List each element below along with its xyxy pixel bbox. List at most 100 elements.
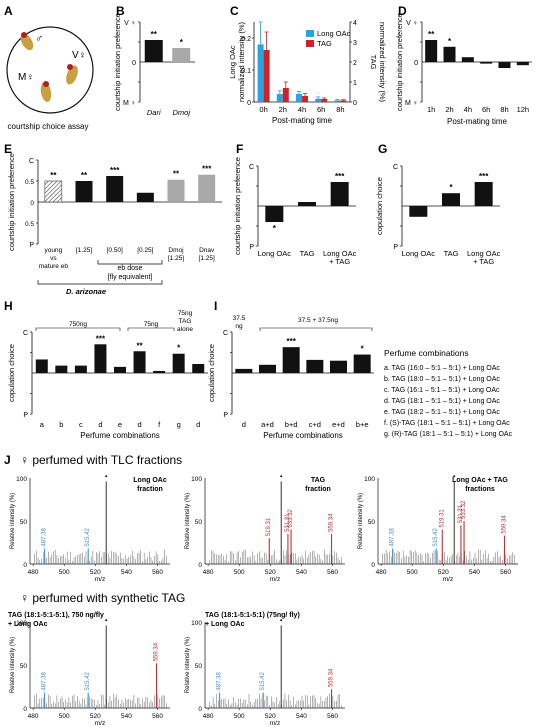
bar-long-oac [257, 44, 264, 102]
y-axis-label: Relative intensity (%) [185, 493, 191, 549]
significance-label: *** [96, 334, 106, 343]
x-axis-label: Post-mating time [447, 117, 508, 126]
bar [106, 175, 124, 202]
panel-letter: F [236, 142, 243, 156]
x-tick-label: 520 [90, 569, 101, 576]
panel-e: D. arizonae eb dose [fly equivalent] C P 0… [7, 153, 222, 296]
bar [235, 368, 253, 373]
row-title: ♀ perfumed with TLC fractions [20, 453, 182, 467]
x-axis-label: m/z [95, 720, 105, 727]
y-tick-label: 50 [20, 663, 28, 670]
x-tick-label: 540 [121, 713, 132, 720]
bracket-pair [259, 327, 373, 331]
x-tick-label: 1h [427, 105, 435, 114]
x-tick-label: Dnav [199, 247, 215, 254]
base-peak-dot-icon [280, 475, 283, 478]
bracket-label: 75ng [144, 321, 159, 328]
y-tick-label: 100 [16, 476, 27, 483]
x-tick-label: Long OAc [467, 249, 501, 258]
x-tick-label: 540 [296, 569, 307, 576]
bar [74, 365, 87, 373]
legend-item: b. TAG (18:0 – 5:1 – 5:1) + Long OAc [384, 376, 500, 383]
y-tick-label: 0 [23, 706, 27, 713]
y-tick-label: 50 [20, 519, 28, 526]
legend-swatch [306, 40, 314, 47]
x-tick-label: 8h [500, 105, 508, 114]
bracket-label: TAG [179, 318, 192, 325]
bar [94, 344, 107, 373]
dose-bracket [97, 260, 163, 265]
x-tick-label: Long OAc [258, 249, 292, 258]
x-tick-label: b+d [285, 420, 298, 429]
x-tick-label: 560 [327, 569, 338, 576]
peak-label: 559.34 [154, 642, 160, 661]
x-tick-label: c+d [309, 420, 321, 429]
x-tick-label: 520 [265, 713, 276, 720]
bar-long-oac [315, 98, 322, 102]
base-peak-dot-icon [105, 619, 108, 622]
y-axis-label: Relative intensity (%) [10, 493, 16, 549]
x-axis-label: m/z [443, 576, 453, 583]
y-tick-label: C [29, 158, 34, 165]
bracket-label: 37.5 [233, 315, 246, 322]
y-tick-label: 2 [353, 60, 357, 67]
x-tick-label: Dmoj [168, 247, 183, 254]
x-tick-label: 2h [445, 105, 453, 114]
y-tick-label: 0 [23, 562, 27, 569]
legend-item: d. TAG (18:1 – 5:1 – 5:1) + Long OAc [384, 398, 500, 405]
y-axis-label: Relative intensity (%) [358, 493, 364, 549]
spectrum-title: TAG [311, 477, 326, 484]
significance-label: * [361, 345, 365, 354]
bar [133, 351, 146, 373]
panel-letter: I [214, 299, 217, 313]
bar [298, 202, 316, 206]
x-tick-label: 6h [317, 105, 325, 114]
y-axis-label-right: TAG [369, 55, 378, 70]
x-tick-label: c [79, 420, 83, 429]
y-tick-label: 100 [191, 476, 202, 483]
significance-label: * [180, 38, 184, 47]
peak-label: 559.34 [329, 513, 335, 532]
y-axis-label: Relative intensity (%) [185, 637, 191, 693]
bracket-label: 75ng [178, 310, 193, 317]
bar [114, 366, 126, 373]
significance-label: ** [50, 171, 57, 180]
x-tick-label: b+e [356, 420, 369, 429]
bar [282, 347, 300, 373]
x-tick-label: 0h [259, 105, 267, 114]
significance-label: *** [110, 166, 120, 175]
bar [425, 40, 438, 62]
y-axis-label: normalized intensity (%) [237, 21, 246, 102]
peak-label: 559.34 [502, 515, 508, 534]
peak-label: 519.31 [439, 509, 445, 528]
x-tick-label: 500 [407, 569, 418, 576]
x-tick-label: 12h [517, 105, 530, 114]
y-tick-label: V ♀ [406, 20, 418, 27]
x-tick-label: 500 [59, 569, 70, 576]
x-tick-label: TAG [444, 249, 459, 258]
dose-label: [fly equivalent] [108, 274, 153, 281]
y-tick-label: P [249, 244, 254, 251]
y-tick-label: 0.5 [25, 221, 34, 228]
x-axis-label: m/z [270, 720, 280, 727]
x-tick-label: 480 [28, 569, 39, 576]
peak-label: 515.42 [85, 672, 91, 691]
peak-label: 515.42 [85, 528, 91, 547]
significance-label: ** [151, 30, 158, 39]
significance-label: * [273, 224, 277, 233]
peak-label: 531.31 [285, 513, 291, 532]
x-tick-label: b [59, 420, 63, 429]
significance-label: *** [286, 337, 296, 346]
y-tick-label: 1 [353, 80, 357, 87]
group-label: D. arizonae [66, 287, 106, 296]
bracket-label: 37.5 + 37.5ng [298, 317, 338, 324]
legend-item: c. TAG (16:1 – 5:1 – 5:1) + Long OAc [384, 387, 500, 394]
x-tick-label: 4h [464, 105, 472, 114]
x-tick-label: Dmoj [172, 108, 190, 117]
panel-letter: D [398, 4, 407, 18]
x-tick-label: 560 [327, 713, 338, 720]
legend-item: g. (R)-TAG (18:1 – 5:1 – 5:1) + Long OAc [384, 431, 513, 438]
bracket-750 [35, 327, 121, 331]
y-tick-label: C [23, 330, 28, 337]
spectrum-title: + Long OAc [205, 621, 245, 628]
